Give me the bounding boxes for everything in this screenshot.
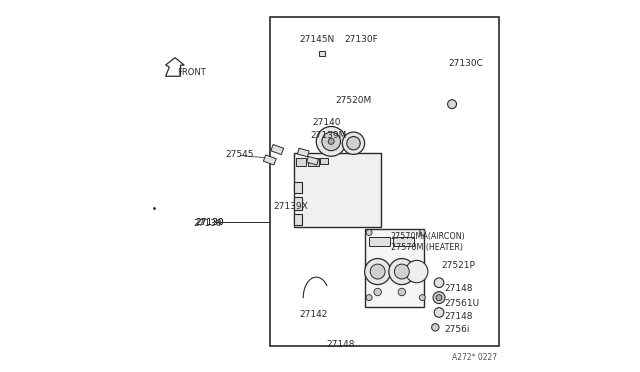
Polygon shape — [307, 157, 318, 165]
Circle shape — [398, 288, 406, 296]
Circle shape — [342, 132, 365, 154]
Bar — [294, 214, 302, 225]
Text: 27130: 27130 — [195, 218, 224, 227]
Text: 27130F: 27130F — [344, 35, 378, 44]
Circle shape — [365, 259, 390, 285]
Circle shape — [366, 230, 372, 235]
Bar — [308, 158, 319, 166]
Polygon shape — [264, 155, 276, 165]
Text: 27130: 27130 — [193, 219, 222, 228]
Text: 27545: 27545 — [225, 150, 253, 159]
Text: 27130: 27130 — [195, 218, 224, 227]
Circle shape — [328, 138, 334, 144]
Text: 27520M: 27520M — [335, 96, 371, 105]
Text: 27561U: 27561U — [445, 299, 480, 308]
Text: 27139M: 27139M — [310, 131, 347, 140]
Bar — [294, 182, 302, 193]
Text: 27570MA(AIRCON): 27570MA(AIRCON) — [390, 232, 465, 241]
Circle shape — [434, 308, 444, 317]
Bar — [294, 197, 302, 210]
Circle shape — [436, 295, 442, 301]
Circle shape — [433, 292, 445, 304]
Text: 27148: 27148 — [445, 284, 473, 293]
Circle shape — [419, 295, 425, 301]
Bar — [296, 158, 306, 166]
Circle shape — [370, 264, 385, 279]
Circle shape — [316, 126, 346, 156]
Circle shape — [419, 230, 425, 235]
Text: FRONT: FRONT — [177, 68, 205, 77]
Text: 27570M (HEATER): 27570M (HEATER) — [390, 243, 463, 252]
Bar — [394, 237, 413, 246]
Bar — [369, 237, 390, 246]
Circle shape — [374, 288, 381, 296]
Polygon shape — [271, 144, 284, 155]
Polygon shape — [298, 148, 309, 157]
Bar — [320, 158, 328, 164]
Circle shape — [431, 324, 439, 331]
Text: 27140: 27140 — [312, 118, 341, 127]
Text: 27139X: 27139X — [273, 202, 308, 211]
Text: A272* 0227: A272* 0227 — [452, 353, 497, 362]
Circle shape — [322, 132, 340, 151]
Circle shape — [347, 137, 360, 150]
Circle shape — [406, 260, 428, 283]
Text: 27521P: 27521P — [441, 262, 475, 270]
Text: 27148: 27148 — [326, 340, 355, 349]
Circle shape — [447, 100, 456, 109]
Circle shape — [366, 295, 372, 301]
Bar — [365, 229, 424, 307]
Circle shape — [394, 264, 410, 279]
Text: 27148: 27148 — [445, 312, 473, 321]
Circle shape — [434, 278, 444, 288]
Text: 27145N: 27145N — [300, 35, 335, 44]
Polygon shape — [319, 51, 325, 56]
Bar — [270, 17, 499, 346]
Bar — [294, 153, 381, 227]
Text: 27142: 27142 — [300, 310, 328, 319]
Text: 2756i: 2756i — [445, 325, 470, 334]
Text: 27130C: 27130C — [449, 59, 483, 68]
Circle shape — [389, 259, 415, 285]
